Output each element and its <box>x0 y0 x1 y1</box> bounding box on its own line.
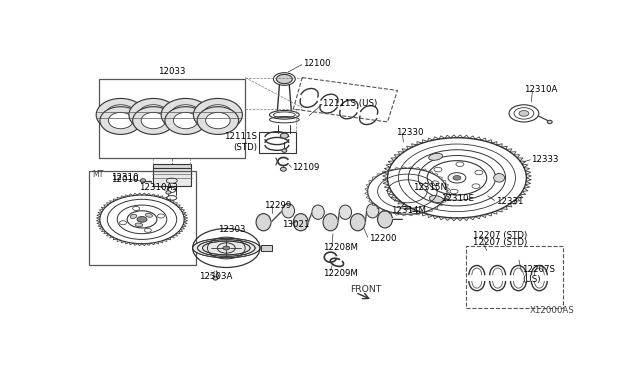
Circle shape <box>276 74 292 84</box>
Ellipse shape <box>282 149 287 153</box>
Ellipse shape <box>213 276 218 280</box>
Ellipse shape <box>108 112 133 129</box>
Ellipse shape <box>378 211 392 228</box>
Bar <box>89 171 196 265</box>
Text: 12310E: 12310E <box>441 194 474 203</box>
Text: X12000AS: X12000AS <box>529 306 574 315</box>
Ellipse shape <box>280 133 288 138</box>
Text: 12303: 12303 <box>218 225 245 234</box>
Ellipse shape <box>197 107 239 134</box>
Ellipse shape <box>203 105 233 125</box>
Text: 12314M: 12314M <box>392 206 426 215</box>
Text: FRONT: FRONT <box>350 285 381 294</box>
Ellipse shape <box>339 205 351 219</box>
Ellipse shape <box>166 191 171 194</box>
Bar <box>261 245 272 251</box>
Text: 12033: 12033 <box>158 67 186 76</box>
Ellipse shape <box>429 153 443 160</box>
Text: 12209M: 12209M <box>323 269 358 278</box>
Ellipse shape <box>165 107 206 134</box>
Text: 12299: 12299 <box>264 201 292 210</box>
Ellipse shape <box>193 99 243 131</box>
Ellipse shape <box>323 214 338 231</box>
Ellipse shape <box>280 167 286 171</box>
Text: 12310A: 12310A <box>524 86 557 94</box>
Bar <box>259 132 296 154</box>
Ellipse shape <box>350 214 365 231</box>
Ellipse shape <box>96 99 145 131</box>
Ellipse shape <box>173 112 198 129</box>
Text: MT: MT <box>92 170 104 179</box>
Ellipse shape <box>138 105 168 125</box>
Text: 12207S
(US): 12207S (US) <box>522 264 556 284</box>
Circle shape <box>519 110 529 116</box>
Bar <box>153 164 191 168</box>
Ellipse shape <box>145 213 152 217</box>
Text: 12200: 12200 <box>369 234 396 243</box>
Text: 12207 (STD): 12207 (STD) <box>473 231 527 240</box>
Ellipse shape <box>141 112 166 129</box>
Ellipse shape <box>493 173 504 182</box>
Ellipse shape <box>129 99 178 131</box>
Text: 12208M: 12208M <box>323 243 358 252</box>
Ellipse shape <box>106 105 136 125</box>
Text: 12100: 12100 <box>303 59 331 68</box>
Text: 13021: 13021 <box>282 220 310 229</box>
Ellipse shape <box>130 214 137 219</box>
Ellipse shape <box>198 240 255 256</box>
Ellipse shape <box>367 203 379 218</box>
Ellipse shape <box>256 214 271 231</box>
Ellipse shape <box>205 112 230 129</box>
Ellipse shape <box>141 179 145 183</box>
Circle shape <box>223 246 230 250</box>
Text: 12111S
(STD): 12111S (STD) <box>224 132 257 152</box>
Bar <box>466 246 563 308</box>
Ellipse shape <box>193 238 260 258</box>
Text: 12315N: 12315N <box>413 183 447 192</box>
Text: 12330: 12330 <box>396 128 424 137</box>
Circle shape <box>453 176 461 180</box>
Ellipse shape <box>202 241 250 255</box>
Text: 12310: 12310 <box>111 173 138 182</box>
Ellipse shape <box>293 214 308 231</box>
Circle shape <box>137 217 147 222</box>
Ellipse shape <box>429 196 444 202</box>
Ellipse shape <box>312 205 324 219</box>
Ellipse shape <box>282 203 294 218</box>
Ellipse shape <box>171 105 201 125</box>
Text: 12010: 12010 <box>111 175 138 184</box>
Bar <box>99 79 245 158</box>
Bar <box>153 168 191 186</box>
Text: 12310A3: 12310A3 <box>138 183 177 192</box>
Text: 12109: 12109 <box>292 163 319 172</box>
Text: 12303A: 12303A <box>199 272 232 280</box>
Text: 12207 (STD): 12207 (STD) <box>473 238 527 247</box>
Text: 12331: 12331 <box>495 197 523 206</box>
Ellipse shape <box>100 107 141 134</box>
Text: 12111S (US): 12111S (US) <box>323 99 378 108</box>
Text: 12333: 12333 <box>531 155 559 164</box>
Ellipse shape <box>135 223 143 227</box>
Ellipse shape <box>161 99 210 131</box>
Ellipse shape <box>132 107 174 134</box>
Ellipse shape <box>547 120 552 124</box>
